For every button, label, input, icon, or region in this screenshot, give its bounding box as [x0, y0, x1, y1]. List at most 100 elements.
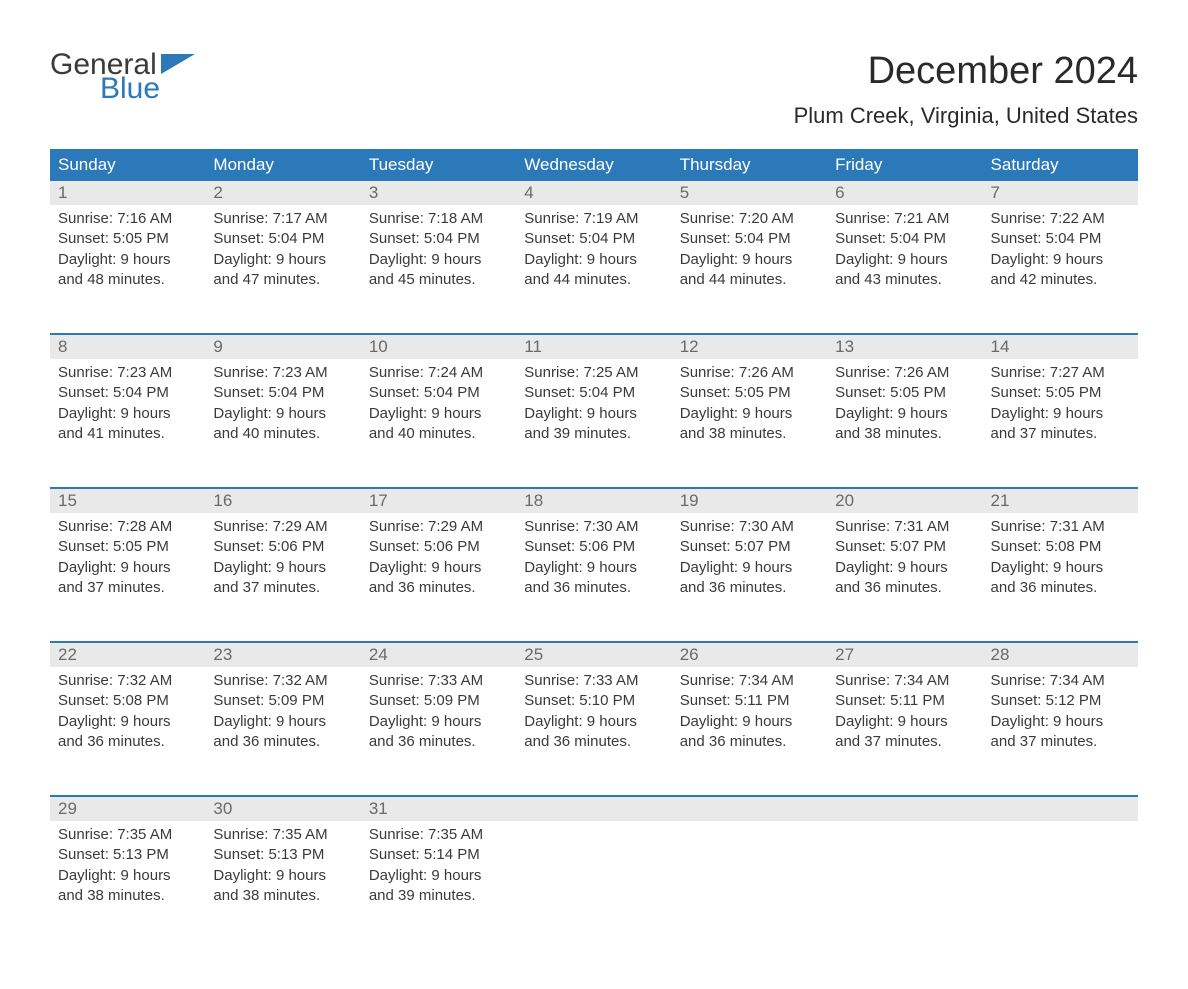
- daylight2-text: and 38 minutes.: [213, 886, 352, 906]
- daylight1-text: Daylight: 9 hours: [58, 404, 197, 424]
- sunset-text: Sunset: 5:08 PM: [58, 691, 197, 711]
- day-cell: Sunrise: 7:25 AMSunset: 5:04 PMDaylight:…: [516, 359, 671, 488]
- daylight1-text: Daylight: 9 hours: [524, 404, 663, 424]
- weekday-header: Monday: [205, 149, 360, 181]
- day-number-row: 1234567: [50, 181, 1138, 205]
- day-number: 31: [361, 796, 516, 821]
- sunrise-text: Sunrise: 7:34 AM: [835, 671, 974, 691]
- daylight1-text: Daylight: 9 hours: [213, 404, 352, 424]
- day-cell: Sunrise: 7:23 AMSunset: 5:04 PMDaylight:…: [205, 359, 360, 488]
- daylight1-text: Daylight: 9 hours: [369, 558, 508, 578]
- daylight2-text: and 43 minutes.: [835, 270, 974, 290]
- day-number-row: 891011121314: [50, 334, 1138, 359]
- daylight2-text: and 37 minutes.: [58, 578, 197, 598]
- day-cell: [516, 821, 671, 949]
- day-cell: [983, 821, 1138, 949]
- daylight1-text: Daylight: 9 hours: [991, 558, 1130, 578]
- day-cell: Sunrise: 7:34 AMSunset: 5:11 PMDaylight:…: [672, 667, 827, 796]
- sunrise-text: Sunrise: 7:32 AM: [58, 671, 197, 691]
- day-number: 30: [205, 796, 360, 821]
- day-cell: Sunrise: 7:33 AMSunset: 5:09 PMDaylight:…: [361, 667, 516, 796]
- daylight1-text: Daylight: 9 hours: [991, 712, 1130, 732]
- sunset-text: Sunset: 5:04 PM: [835, 229, 974, 249]
- sunrise-text: Sunrise: 7:35 AM: [213, 825, 352, 845]
- daylight1-text: Daylight: 9 hours: [680, 250, 819, 270]
- day-number: 3: [361, 181, 516, 205]
- day-cell: Sunrise: 7:35 AMSunset: 5:14 PMDaylight:…: [361, 821, 516, 949]
- sunrise-text: Sunrise: 7:33 AM: [524, 671, 663, 691]
- day-number: [827, 796, 982, 821]
- day-cell: Sunrise: 7:24 AMSunset: 5:04 PMDaylight:…: [361, 359, 516, 488]
- sunset-text: Sunset: 5:04 PM: [58, 383, 197, 403]
- sunset-text: Sunset: 5:07 PM: [835, 537, 974, 557]
- daylight2-text: and 39 minutes.: [524, 424, 663, 444]
- daylight2-text: and 37 minutes.: [835, 732, 974, 752]
- day-cell: Sunrise: 7:30 AMSunset: 5:07 PMDaylight:…: [672, 513, 827, 642]
- daylight1-text: Daylight: 9 hours: [680, 558, 819, 578]
- sunset-text: Sunset: 5:04 PM: [213, 383, 352, 403]
- day-number: 18: [516, 488, 671, 513]
- sunset-text: Sunset: 5:06 PM: [369, 537, 508, 557]
- sunrise-text: Sunrise: 7:32 AM: [213, 671, 352, 691]
- sunrise-text: Sunrise: 7:20 AM: [680, 209, 819, 229]
- sunrise-text: Sunrise: 7:30 AM: [680, 517, 819, 537]
- daylight1-text: Daylight: 9 hours: [991, 404, 1130, 424]
- sunrise-text: Sunrise: 7:22 AM: [991, 209, 1130, 229]
- sunrise-text: Sunrise: 7:29 AM: [213, 517, 352, 537]
- sunrise-text: Sunrise: 7:21 AM: [835, 209, 974, 229]
- daylight1-text: Daylight: 9 hours: [58, 558, 197, 578]
- daylight2-text: and 47 minutes.: [213, 270, 352, 290]
- week-row: Sunrise: 7:16 AMSunset: 5:05 PMDaylight:…: [50, 205, 1138, 334]
- daylight2-text: and 42 minutes.: [991, 270, 1130, 290]
- sunrise-text: Sunrise: 7:16 AM: [58, 209, 197, 229]
- day-number: 15: [50, 488, 205, 513]
- day-number: 21: [983, 488, 1138, 513]
- sunset-text: Sunset: 5:04 PM: [680, 229, 819, 249]
- daylight2-text: and 40 minutes.: [369, 424, 508, 444]
- week-row: Sunrise: 7:28 AMSunset: 5:05 PMDaylight:…: [50, 513, 1138, 642]
- sunrise-text: Sunrise: 7:23 AM: [58, 363, 197, 383]
- day-cell: Sunrise: 7:30 AMSunset: 5:06 PMDaylight:…: [516, 513, 671, 642]
- day-cell: Sunrise: 7:17 AMSunset: 5:04 PMDaylight:…: [205, 205, 360, 334]
- daylight2-text: and 38 minutes.: [835, 424, 974, 444]
- sunset-text: Sunset: 5:13 PM: [213, 845, 352, 865]
- daylight2-text: and 36 minutes.: [524, 578, 663, 598]
- daylight1-text: Daylight: 9 hours: [58, 250, 197, 270]
- daylight2-text: and 39 minutes.: [369, 886, 508, 906]
- daylight2-text: and 36 minutes.: [213, 732, 352, 752]
- day-cell: Sunrise: 7:31 AMSunset: 5:07 PMDaylight:…: [827, 513, 982, 642]
- sunset-text: Sunset: 5:04 PM: [369, 229, 508, 249]
- daylight2-text: and 44 minutes.: [524, 270, 663, 290]
- daylight2-text: and 38 minutes.: [58, 886, 197, 906]
- sunset-text: Sunset: 5:04 PM: [991, 229, 1130, 249]
- sunset-text: Sunset: 5:10 PM: [524, 691, 663, 711]
- sunrise-text: Sunrise: 7:24 AM: [369, 363, 508, 383]
- day-cell: Sunrise: 7:34 AMSunset: 5:12 PMDaylight:…: [983, 667, 1138, 796]
- day-number: 26: [672, 642, 827, 667]
- sunrise-text: Sunrise: 7:28 AM: [58, 517, 197, 537]
- daylight1-text: Daylight: 9 hours: [58, 866, 197, 886]
- day-cell: Sunrise: 7:29 AMSunset: 5:06 PMDaylight:…: [205, 513, 360, 642]
- day-number: 23: [205, 642, 360, 667]
- daylight1-text: Daylight: 9 hours: [213, 558, 352, 578]
- sunset-text: Sunset: 5:04 PM: [524, 229, 663, 249]
- day-cell: Sunrise: 7:32 AMSunset: 5:08 PMDaylight:…: [50, 667, 205, 796]
- sunset-text: Sunset: 5:05 PM: [835, 383, 974, 403]
- day-number-row: 22232425262728: [50, 642, 1138, 667]
- daylight2-text: and 48 minutes.: [58, 270, 197, 290]
- day-cell: Sunrise: 7:29 AMSunset: 5:06 PMDaylight:…: [361, 513, 516, 642]
- sunrise-text: Sunrise: 7:19 AM: [524, 209, 663, 229]
- location: Plum Creek, Virginia, United States: [794, 103, 1138, 129]
- daylight2-text: and 37 minutes.: [213, 578, 352, 598]
- day-cell: Sunrise: 7:18 AMSunset: 5:04 PMDaylight:…: [361, 205, 516, 334]
- daylight1-text: Daylight: 9 hours: [835, 404, 974, 424]
- sunrise-text: Sunrise: 7:35 AM: [369, 825, 508, 845]
- sunset-text: Sunset: 5:14 PM: [369, 845, 508, 865]
- sunset-text: Sunset: 5:05 PM: [58, 229, 197, 249]
- daylight1-text: Daylight: 9 hours: [680, 712, 819, 732]
- daylight1-text: Daylight: 9 hours: [680, 404, 819, 424]
- daylight2-text: and 45 minutes.: [369, 270, 508, 290]
- day-cell: Sunrise: 7:21 AMSunset: 5:04 PMDaylight:…: [827, 205, 982, 334]
- sunset-text: Sunset: 5:05 PM: [680, 383, 819, 403]
- day-number: 10: [361, 334, 516, 359]
